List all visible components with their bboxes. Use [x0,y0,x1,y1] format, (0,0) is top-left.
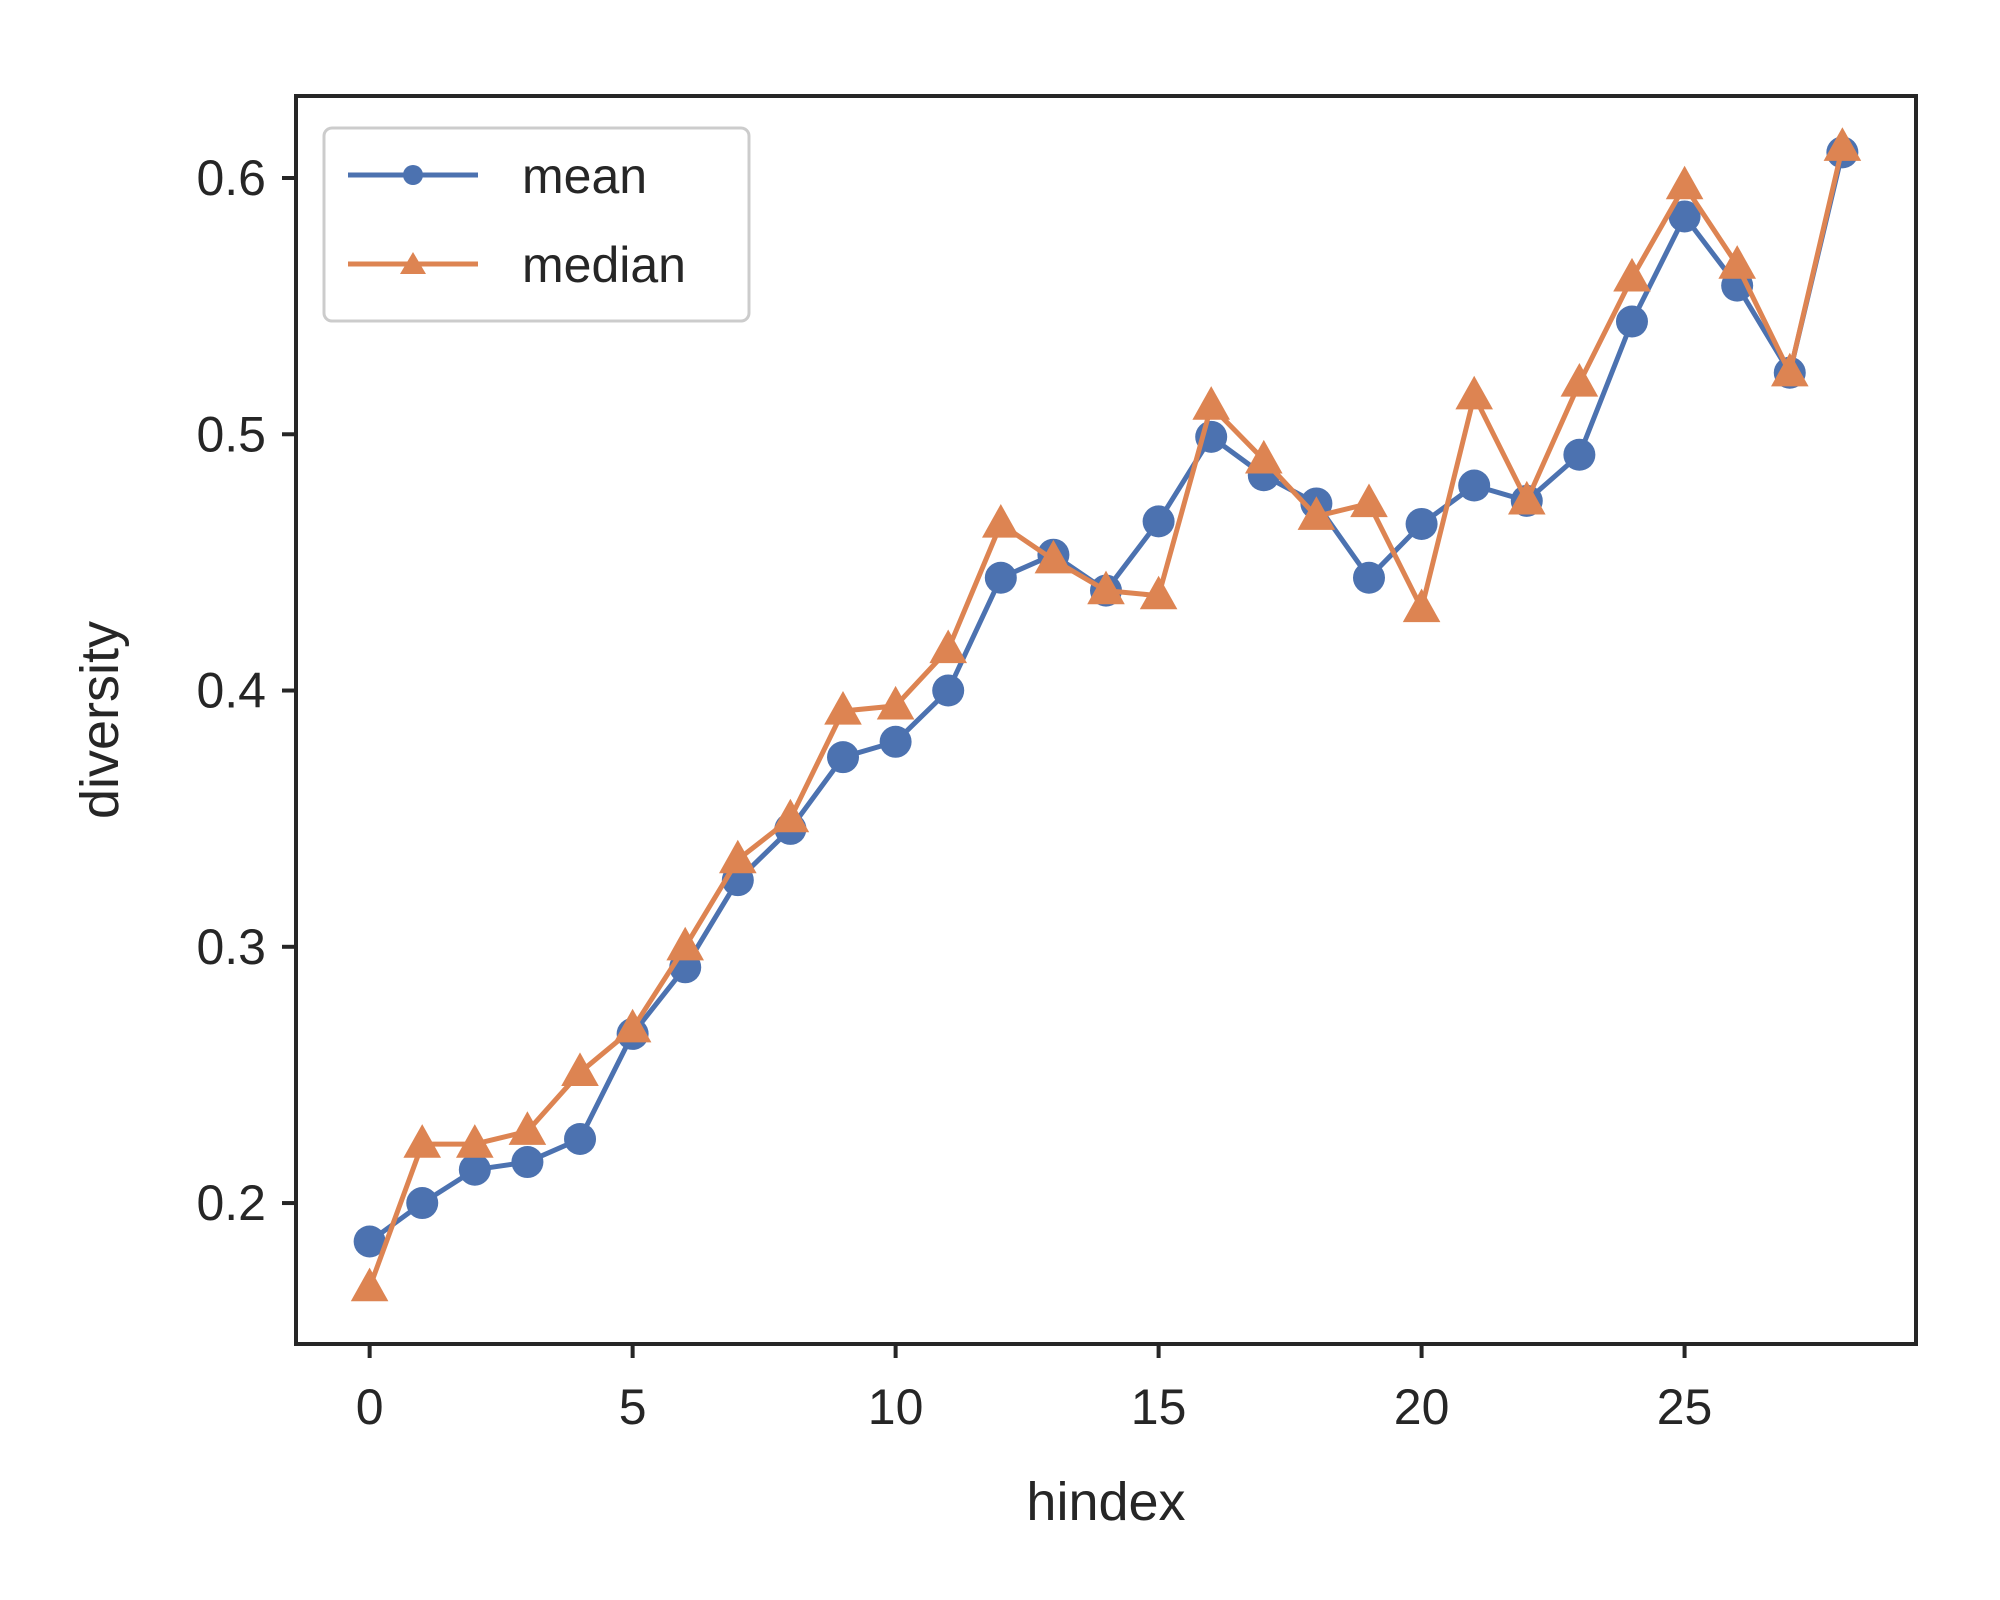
data-point-median [771,798,810,833]
y-tick-label: 0.2 [196,1175,266,1231]
y-axis-label: diversity [70,621,130,819]
data-point-median [1665,165,1704,200]
data-point-median [1245,439,1283,474]
data-point-median [1455,375,1493,410]
legend-median-marker [400,252,426,274]
data-point-mean [564,1122,597,1155]
x-axis-label: hindex [1026,1472,1185,1532]
x-tick-label: 5 [619,1379,647,1435]
series-layer [350,127,1862,1302]
y-tick-label: 0.6 [196,150,266,206]
legend-mean-label: mean [522,148,647,204]
data-point-median [613,1008,652,1043]
x-tick-label: 15 [1131,1379,1187,1435]
x-tick-label: 20 [1394,1379,1450,1435]
x-tick-label: 0 [356,1379,384,1435]
data-point-median [1613,257,1651,292]
data-point-median [403,1124,441,1158]
data-point-median [1560,363,1599,397]
data-point-mean [984,561,1017,594]
data-point-mean [827,741,860,774]
y-tick-label: 0.5 [196,406,266,462]
data-point-median [876,685,915,720]
y-tick-label: 0.4 [196,663,266,719]
legend-mean-marker [403,165,423,185]
data-point-median [350,1267,389,1302]
data-point-median [1350,483,1388,518]
data-point-mean [1615,305,1648,338]
data-point-median [1034,539,1073,574]
legend: mean median [322,126,751,323]
y-axis-ticks: 0.2 0.3 0.4 0.5 0.6 [196,150,296,1231]
legend-median-label: median [522,237,686,293]
data-point-mean [406,1187,439,1220]
data-point-median [929,629,967,664]
data-point-median [719,839,757,874]
data-point-mean [879,725,912,758]
data-point-mean [1458,469,1491,502]
data-point-median [1402,588,1441,623]
data-point-median [1508,480,1546,515]
data-point-mean [1563,438,1596,471]
data-point-median [982,504,1020,538]
x-tick-label: 10 [868,1379,924,1435]
data-point-median [824,691,862,725]
data-point-mean [1668,200,1701,233]
data-point-mean [1142,505,1175,538]
data-point-median [508,1111,547,1145]
data-point-mean [511,1146,544,1179]
y-tick-label: 0.3 [196,919,266,975]
data-point-mean [353,1225,386,1258]
data-point-median [561,1052,599,1086]
data-point-median [1297,496,1336,530]
x-axis-ticks: 0 5 10 15 20 25 [356,1344,1713,1435]
data-point-median [1718,245,1756,279]
data-point-mean [932,674,965,707]
data-point-median [666,926,704,961]
data-point-median [1087,570,1125,605]
data-point-mean [1405,507,1438,540]
data-point-mean [1352,561,1385,594]
data-point-median [1823,127,1862,161]
x-tick-label: 25 [1657,1379,1713,1435]
data-point-mean [458,1153,491,1186]
data-point-median [456,1124,494,1158]
data-point-median [1771,352,1809,387]
data-point-median [1192,386,1230,420]
data-point-median [1139,575,1178,610]
series-median [350,127,1862,1302]
